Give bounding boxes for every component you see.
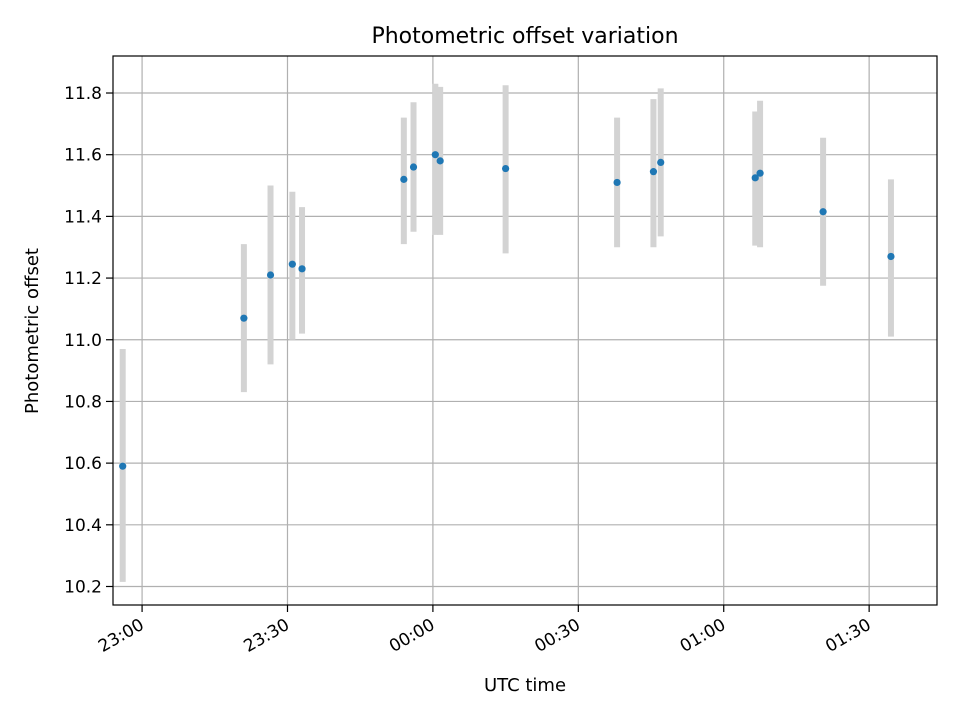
data-point (119, 462, 127, 470)
data-point (288, 260, 296, 268)
y-axis: 10.2 10.4 10.6 10.8 11.0 11.2 11.4 11.6 11.8 (64, 84, 113, 597)
y-tick-label: 10.6 (64, 454, 102, 474)
chart-title: Photometric offset variation (371, 24, 678, 49)
data-point (240, 314, 248, 322)
y-axis-title: Photometric offset (22, 248, 43, 414)
y-tick-label: 11.2 (64, 269, 102, 289)
y-tick-label: 11.6 (64, 146, 102, 166)
data-point (613, 178, 621, 187)
data-point (436, 157, 444, 165)
y-tick-label: 11.4 (64, 207, 102, 227)
data-point (400, 175, 408, 183)
data-point (649, 168, 658, 176)
marker-layer (119, 151, 895, 470)
grid-layer (113, 56, 937, 605)
data-point (887, 252, 895, 261)
x-axis-title: UTC time (484, 675, 566, 696)
data-point (298, 265, 306, 273)
y-tick-label: 10.4 (64, 516, 102, 536)
y-tick-label: 11.8 (64, 84, 102, 104)
data-point (266, 271, 275, 279)
y-tick-label: 10.8 (64, 392, 102, 412)
data-point (657, 158, 665, 167)
data-point (409, 163, 418, 171)
data-point (819, 208, 827, 216)
plot-frame (112, 55, 938, 606)
data-point (431, 151, 439, 159)
data-point (756, 169, 764, 177)
data-point (502, 164, 510, 173)
y-tick-label: 10.2 (64, 577, 102, 597)
y-tick-label: 11.0 (64, 331, 102, 351)
data-point (751, 174, 759, 182)
